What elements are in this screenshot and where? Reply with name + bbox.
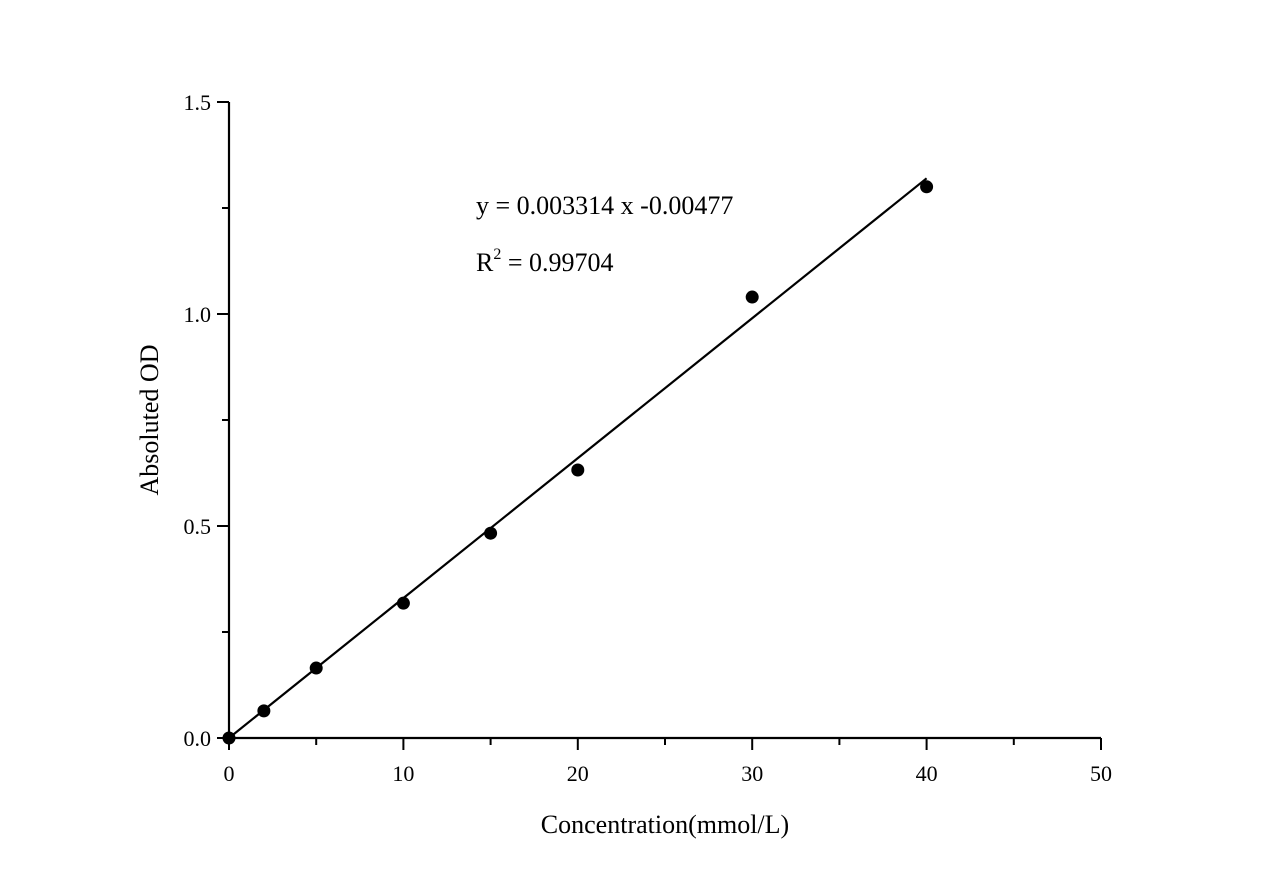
x-tick-label: 40 [916,761,938,786]
x-tick-label: 10 [392,761,414,786]
x-tick-label: 0 [224,761,235,786]
data-point [222,731,236,745]
x-axis-title: Concentration(mmol/L) [541,810,789,839]
data-point [920,180,934,194]
fit-line [228,177,928,739]
y-tick-label: 1.5 [184,90,212,115]
y-tick-label: 1.0 [184,302,212,327]
x-tick-label: 50 [1090,761,1112,786]
data-point [571,463,585,477]
y-tick-label: 0.0 [184,726,212,751]
data-point [484,526,498,540]
regression-line [228,177,928,739]
data-points [222,180,934,745]
x-tick-label: 30 [741,761,763,786]
data-point [396,596,410,610]
data-point [309,661,323,675]
regression-equation: y = 0.003314 x -0.00477 [476,191,733,220]
r-squared-label: R2 = 0.99704 [476,246,614,277]
axes: 0 10 20 30 40 50 0.0 0.5 1.0 1.5 [184,90,1113,786]
data-point [257,704,271,718]
x-tick-label: 20 [567,761,589,786]
data-point [745,290,759,304]
y-axis-title: Absoluted OD [135,345,164,496]
y-tick-label: 0.5 [184,514,212,539]
